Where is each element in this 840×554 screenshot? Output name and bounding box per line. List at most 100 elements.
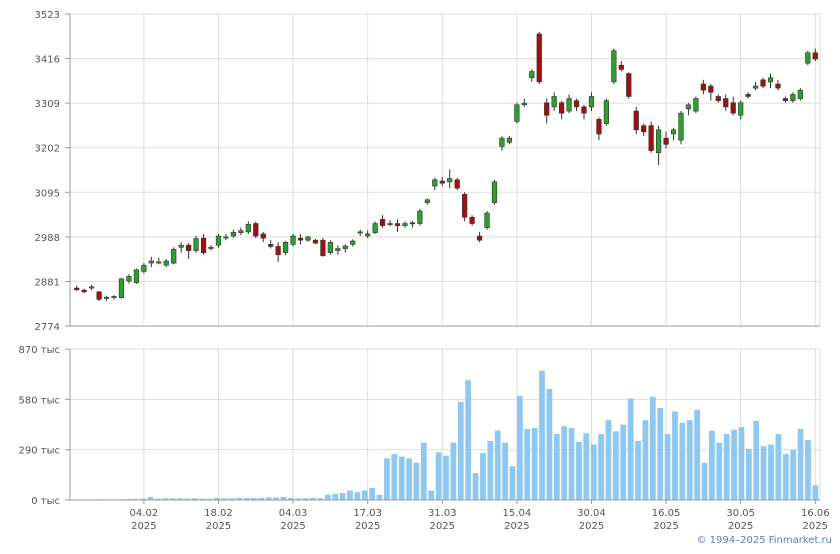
candle <box>126 274 132 284</box>
volume-bar <box>679 422 686 500</box>
volume-bar <box>228 498 235 500</box>
candle-body <box>432 179 438 187</box>
volume-bar <box>649 396 656 500</box>
candle <box>678 111 684 145</box>
candle <box>655 125 662 166</box>
candle <box>305 236 311 242</box>
volume-bar <box>465 380 472 500</box>
candle <box>700 79 706 95</box>
volume-bar <box>598 434 604 500</box>
candle-body <box>491 181 498 203</box>
candle-body <box>514 104 520 122</box>
volume-bar <box>531 427 538 500</box>
candle-body <box>566 98 572 112</box>
volume-bar <box>169 498 176 500</box>
candle-body <box>641 125 647 133</box>
candle <box>200 233 207 255</box>
volume-bar <box>428 490 435 500</box>
candle <box>245 221 251 234</box>
volume-bar <box>553 434 560 500</box>
candle <box>193 236 199 253</box>
candle-body <box>178 244 184 248</box>
candle-body <box>767 77 774 83</box>
candle <box>573 98 580 112</box>
candle-body <box>245 224 251 233</box>
candle <box>603 98 610 126</box>
candle <box>394 219 401 232</box>
candle <box>596 117 602 141</box>
volume-bar <box>384 458 390 500</box>
volume-bar <box>502 442 508 500</box>
volume-bar <box>391 454 398 500</box>
volume-bar <box>775 434 782 500</box>
copyright-credit[interactable]: © 1994–2025 Finmarket.ru <box>696 535 832 546</box>
candle <box>275 242 281 262</box>
volume-bar <box>620 424 627 500</box>
volume-bar <box>709 430 715 500</box>
candle-body <box>96 291 102 300</box>
candle <box>268 240 274 249</box>
candle <box>536 31 542 84</box>
volume-bar <box>310 497 316 500</box>
volume-bar <box>539 370 545 500</box>
candle <box>424 198 430 205</box>
date-tick-year: 2025 <box>728 521 753 532</box>
candle-body <box>805 52 811 64</box>
candle <box>499 136 505 151</box>
volume-bar <box>524 428 531 500</box>
candle-body <box>312 239 319 244</box>
candle-body <box>670 129 677 135</box>
volume-bar <box>672 411 678 500</box>
candle-body <box>663 137 669 145</box>
volume-bar <box>265 497 272 500</box>
candle-body <box>126 276 132 282</box>
candle <box>89 284 95 291</box>
candle-body <box>148 260 154 264</box>
candle-body <box>372 223 378 233</box>
volume-bar <box>716 442 723 500</box>
price-tick-label: 3202 <box>35 144 60 155</box>
volume-bar <box>317 498 324 500</box>
candle <box>312 238 319 245</box>
date-tick-year: 2025 <box>355 521 380 532</box>
candle-body <box>782 98 789 101</box>
volume-bar <box>516 395 523 500</box>
candle <box>685 102 692 116</box>
price-tick-label: 3309 <box>35 99 60 110</box>
date-tick-label: 04.03 <box>279 508 308 519</box>
volume-bar <box>701 462 708 500</box>
candle-body <box>678 112 684 141</box>
candle <box>812 48 818 62</box>
date-tick-year: 2025 <box>579 521 604 532</box>
candle <box>529 69 535 82</box>
candle <box>521 98 527 107</box>
candle <box>641 123 647 137</box>
candle <box>290 233 296 247</box>
volume-bar <box>324 494 331 500</box>
candle-body <box>327 241 333 253</box>
volume-bar <box>199 498 206 500</box>
candle-body <box>253 223 259 237</box>
volume-bar <box>361 490 368 500</box>
candle-body <box>141 264 147 272</box>
volume-bar <box>568 427 575 500</box>
volume-bar <box>295 498 302 500</box>
volume-bar <box>243 497 250 500</box>
candle-body <box>559 102 565 114</box>
volume-bar <box>347 490 353 500</box>
volume-bar <box>339 493 346 500</box>
volume-bar <box>657 408 664 500</box>
volume-bar <box>273 497 279 500</box>
candle <box>335 245 341 255</box>
price-tick-label: 2881 <box>35 277 60 288</box>
volume-bar <box>627 398 634 500</box>
candle <box>723 94 729 112</box>
date-tick-label: 17.03 <box>353 508 382 519</box>
candle <box>432 177 438 191</box>
candle <box>118 277 125 299</box>
candle-body <box>402 223 408 226</box>
volume-bar <box>590 444 597 500</box>
volume-bar <box>140 498 147 500</box>
candle-body <box>74 287 80 291</box>
candle-body <box>708 85 714 93</box>
